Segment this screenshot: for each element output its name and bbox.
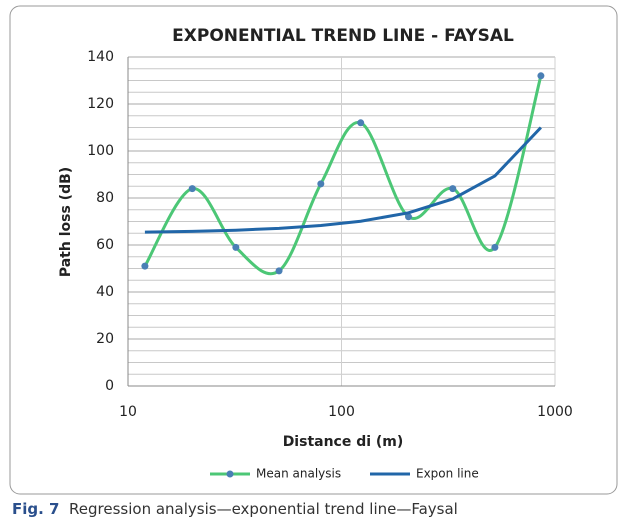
marker — [232, 243, 240, 251]
y-tick-label: 20 — [96, 331, 114, 347]
x-tick-label: 10 — [119, 404, 137, 420]
x-tick-label: 100 — [328, 404, 355, 420]
marker — [317, 180, 325, 188]
x-tick-label: 1000 — [537, 404, 573, 420]
caption: Fig. 7 Regression analysis—exponential t… — [12, 500, 458, 518]
marker — [491, 243, 499, 251]
legend-marker — [226, 470, 234, 478]
marker — [188, 185, 196, 193]
marker — [537, 72, 545, 80]
legend-label: Expon line — [416, 467, 479, 481]
marker — [449, 185, 457, 193]
y-tick-label: 80 — [96, 190, 114, 206]
series-line — [143, 75, 543, 276]
marker — [357, 119, 365, 127]
series-line — [144, 126, 542, 234]
chart-title: EXPONENTIAL TREND LINE - FAYSAL — [172, 26, 514, 46]
y-tick-label: 40 — [96, 284, 114, 300]
y-tick-label: 140 — [87, 49, 114, 65]
y-tick-label: 60 — [96, 237, 114, 253]
marker — [141, 262, 149, 270]
caption-label: Fig. 7 — [12, 500, 60, 518]
chart: EXPONENTIAL TREND LINE - FAYSAL Path los… — [9, 5, 618, 495]
y-axis-label: Path loss (dB) — [58, 167, 74, 277]
y-tick-label: 120 — [87, 96, 114, 112]
marker — [405, 213, 413, 221]
marker — [275, 267, 283, 275]
caption-text: Regression analysis—exponential trend li… — [69, 500, 458, 518]
y-tick-label: 0 — [105, 378, 114, 394]
x-axis-label: Distance di (m) — [283, 434, 404, 450]
legend-label: Mean analysis — [256, 467, 341, 481]
y-tick-label: 100 — [87, 143, 114, 159]
